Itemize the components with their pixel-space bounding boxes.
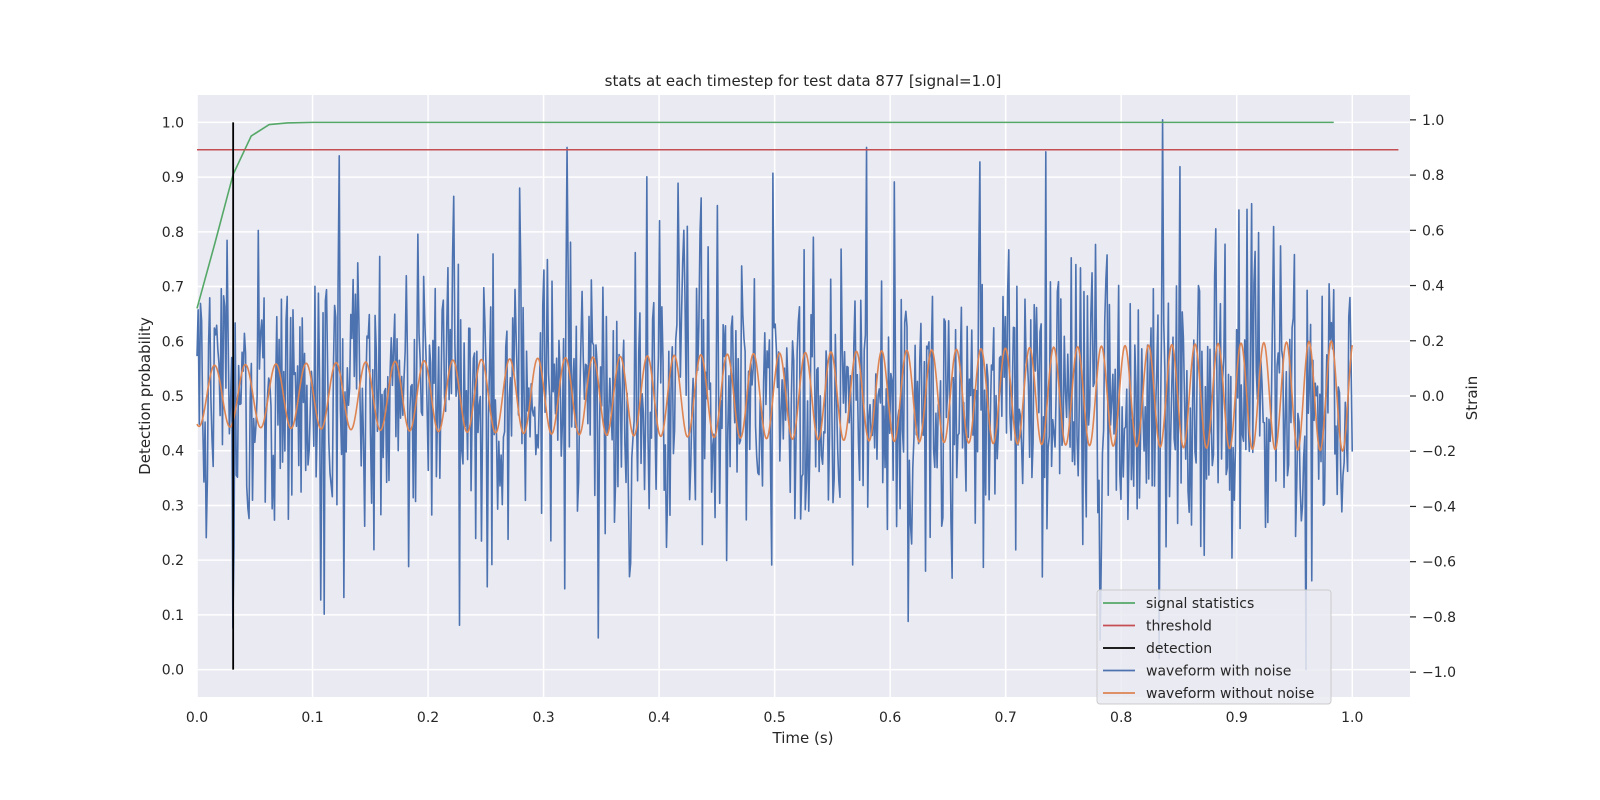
- y2-tick-label: 0.8: [1422, 168, 1444, 184]
- y2-tick-label: 0.0: [1422, 389, 1444, 405]
- y2-tick-label: −0.4: [1422, 499, 1456, 515]
- x-tick-label: 0.7: [995, 710, 1017, 726]
- x-tick-label: 0.9: [1226, 710, 1248, 726]
- x-tick-label: 0.2: [417, 710, 439, 726]
- y-tick-label: 1.0: [162, 115, 184, 131]
- x-tick-label: 0.0: [186, 710, 208, 726]
- y-tick-label: 0.4: [162, 444, 184, 460]
- y2-tick-label: −1.0: [1422, 665, 1456, 681]
- y2-axis-label: Strain: [1463, 376, 1481, 420]
- x-tick-label: 0.6: [879, 710, 901, 726]
- series-waveform-without-noise: [196, 339, 1354, 453]
- y-tick-label: 0.8: [162, 225, 184, 241]
- x-tick-label: 0.1: [301, 710, 323, 726]
- x-tick-label: 0.3: [532, 710, 554, 726]
- x-axis-ticks: 0.0 0.1 0.2 0.3 0.4 0.5 0.6 0.7 0.8 0.9 1.0: [186, 710, 1364, 726]
- y-tick-label: 0.3: [162, 498, 184, 514]
- series-signal-statistics: [196, 121, 1334, 309]
- y-tick-label: 0.6: [162, 334, 184, 350]
- y-tick-label: 0.9: [162, 170, 184, 186]
- y-tick-label: 0.1: [162, 608, 184, 624]
- x-tick-label: 1.0: [1341, 710, 1363, 726]
- y2-tick-label: 0.6: [1422, 223, 1444, 239]
- series-waveform-with-noise: [196, 119, 1354, 671]
- y-axis-label: Detection probability: [136, 317, 154, 475]
- y-tick-label: 0.0: [162, 663, 184, 679]
- x-axis-label: Time (s): [772, 729, 834, 747]
- y2-tick-label: 0.2: [1422, 334, 1444, 350]
- legend-label: threshold: [1146, 619, 1212, 635]
- legend-label: waveform without noise: [1146, 686, 1314, 702]
- y-tick-label: 0.5: [162, 389, 184, 405]
- legend: signal statistics threshold detection wavef…: [1096, 589, 1332, 705]
- x-tick-label: 0.5: [763, 710, 785, 726]
- legend-label: signal statistics: [1146, 596, 1254, 612]
- y2-tick-label: −0.8: [1422, 610, 1456, 626]
- chart-title: stats at each timestep for test data 877…: [605, 72, 1002, 90]
- y2-tick-label: −0.6: [1422, 555, 1456, 571]
- y-tick-label: 0.2: [162, 553, 184, 569]
- y-axis-ticks: 0.0 0.1 0.2 0.3 0.4 0.5 0.6 0.7 0.8 0.9 1.0: [162, 115, 184, 678]
- legend-label: detection: [1146, 641, 1212, 657]
- x-tick-label: 0.4: [648, 710, 670, 726]
- x-tick-label: 0.8: [1110, 710, 1132, 726]
- legend-label: waveform with noise: [1146, 664, 1291, 680]
- y2-tick-label: 1.0: [1422, 113, 1444, 129]
- y2-axis-ticks: −1.0 −0.8 −0.6 −0.4 −0.2 0.0 0.2 0.4 0.6 0.8 1.0: [1410, 113, 1456, 681]
- legend-box: [1096, 589, 1332, 705]
- y2-tick-label: −0.2: [1422, 444, 1456, 460]
- y-tick-label: 0.7: [162, 280, 184, 296]
- y2-tick-label: 0.4: [1422, 279, 1444, 295]
